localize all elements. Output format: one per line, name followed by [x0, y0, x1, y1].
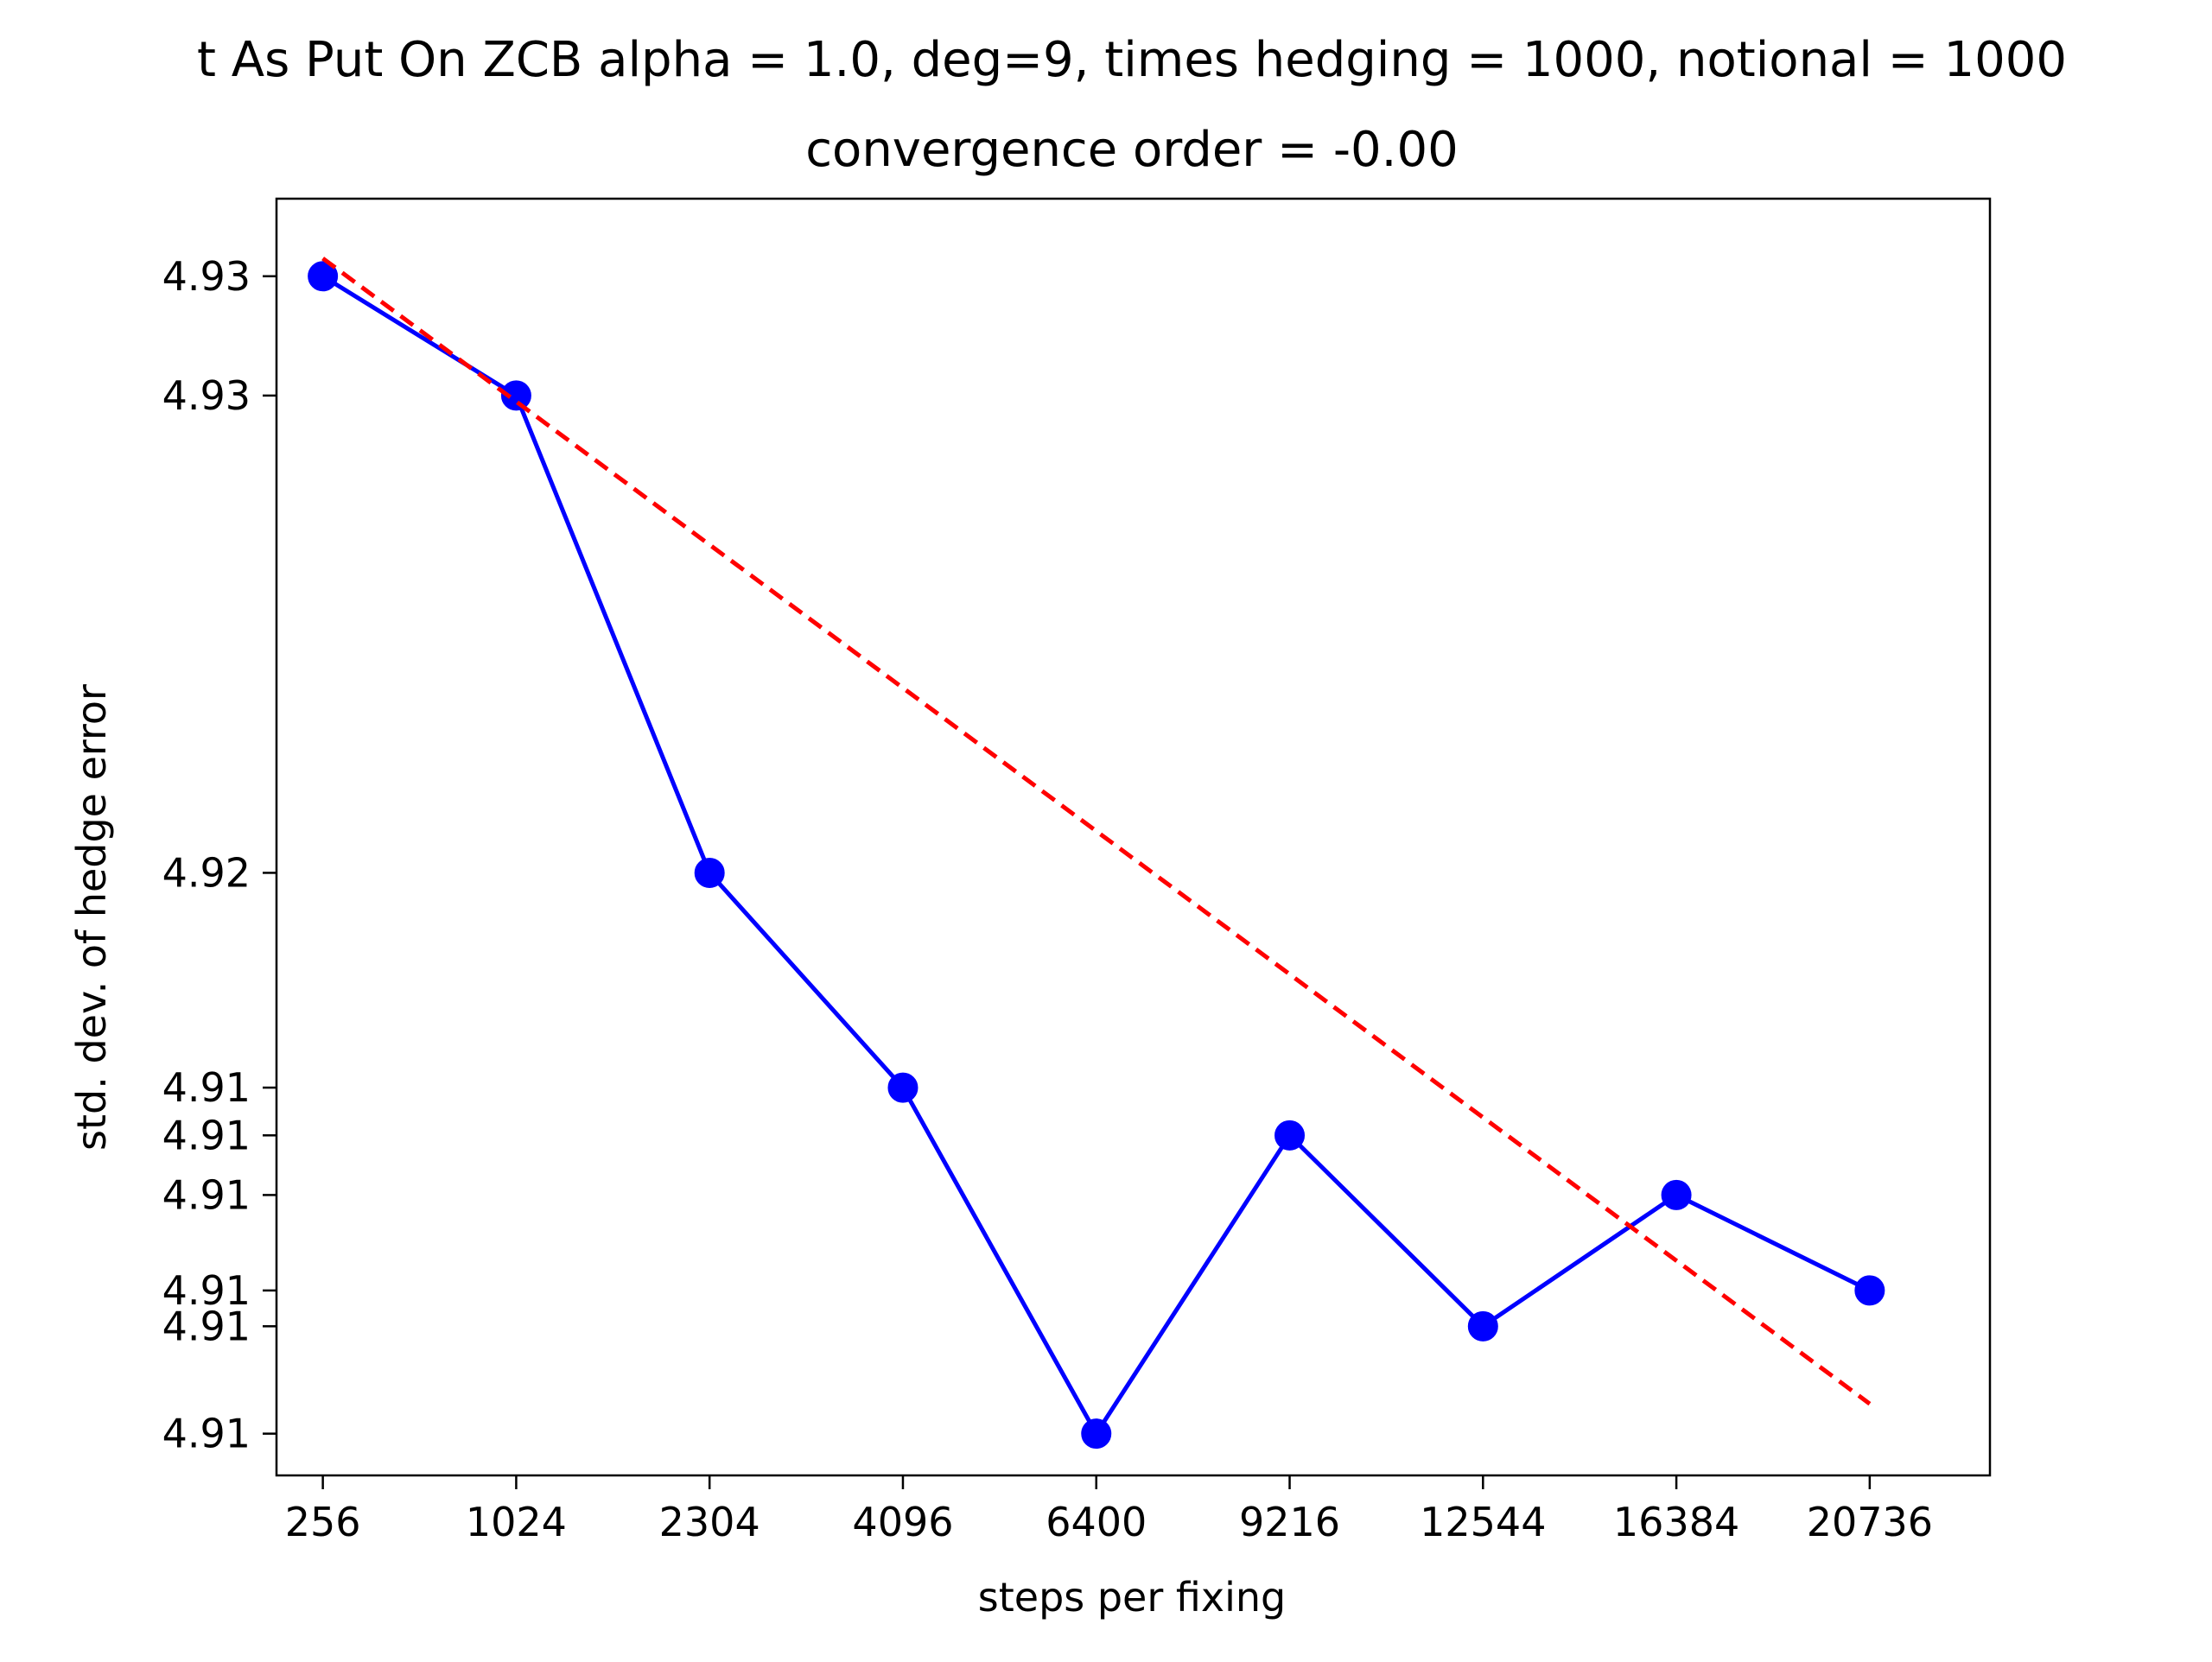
y-tick-label: 4.91: [162, 1064, 251, 1111]
data-point: [500, 380, 531, 411]
chart-subtitle: convergence order = -0.00: [805, 122, 1458, 178]
data-point: [1467, 1310, 1498, 1342]
data-point: [1661, 1179, 1692, 1210]
data-point: [1081, 1418, 1112, 1449]
fit-line: [321, 257, 1872, 1406]
series-line: [321, 274, 1872, 1437]
y-tick-label: 4.91: [162, 1411, 251, 1457]
y-tick-label: 4.93: [162, 253, 251, 300]
y-tick-label: 4.93: [162, 372, 251, 419]
data-point: [887, 1072, 918, 1103]
series-group: [308, 257, 1885, 1449]
x-tick-label: 12544: [1420, 1499, 1546, 1545]
data-point: [1274, 1120, 1306, 1151]
data-point: [1854, 1275, 1885, 1306]
data-point: [308, 261, 339, 292]
y-tick-label: 4.91: [162, 1303, 251, 1349]
x-axis-label: steps per fixing: [978, 1574, 1286, 1621]
y-tick-label: 4.91: [162, 1112, 251, 1158]
axes: 256 1024 2304 4096 6400 9216 12544 16384 20736 4.…: [162, 197, 1992, 1545]
x-tick-label: 256: [285, 1499, 361, 1545]
labels: t As Put On ZCB alpha = 1.0, deg=9, time…: [68, 32, 2067, 1621]
plot-frame: [275, 197, 1992, 1477]
x-tick-label: 9216: [1239, 1499, 1340, 1545]
chart-title: t As Put On ZCB alpha = 1.0, deg=9, time…: [197, 32, 2067, 88]
x-tick-label: 4096: [852, 1499, 953, 1545]
y-tick-label: 4.92: [162, 849, 251, 896]
x-tick-label: 2304: [659, 1499, 760, 1545]
data-point: [694, 857, 725, 888]
x-tick-label: 16384: [1613, 1499, 1739, 1545]
x-tick-label: 6400: [1046, 1499, 1147, 1545]
y-tick-label: 4.91: [162, 1267, 251, 1314]
x-tick-label: 20736: [1807, 1499, 1933, 1545]
x-tick-label: 1024: [466, 1499, 567, 1545]
y-axis-label: std. dev. of hedge error: [68, 684, 115, 1151]
y-tick-label: 4.91: [162, 1171, 251, 1218]
